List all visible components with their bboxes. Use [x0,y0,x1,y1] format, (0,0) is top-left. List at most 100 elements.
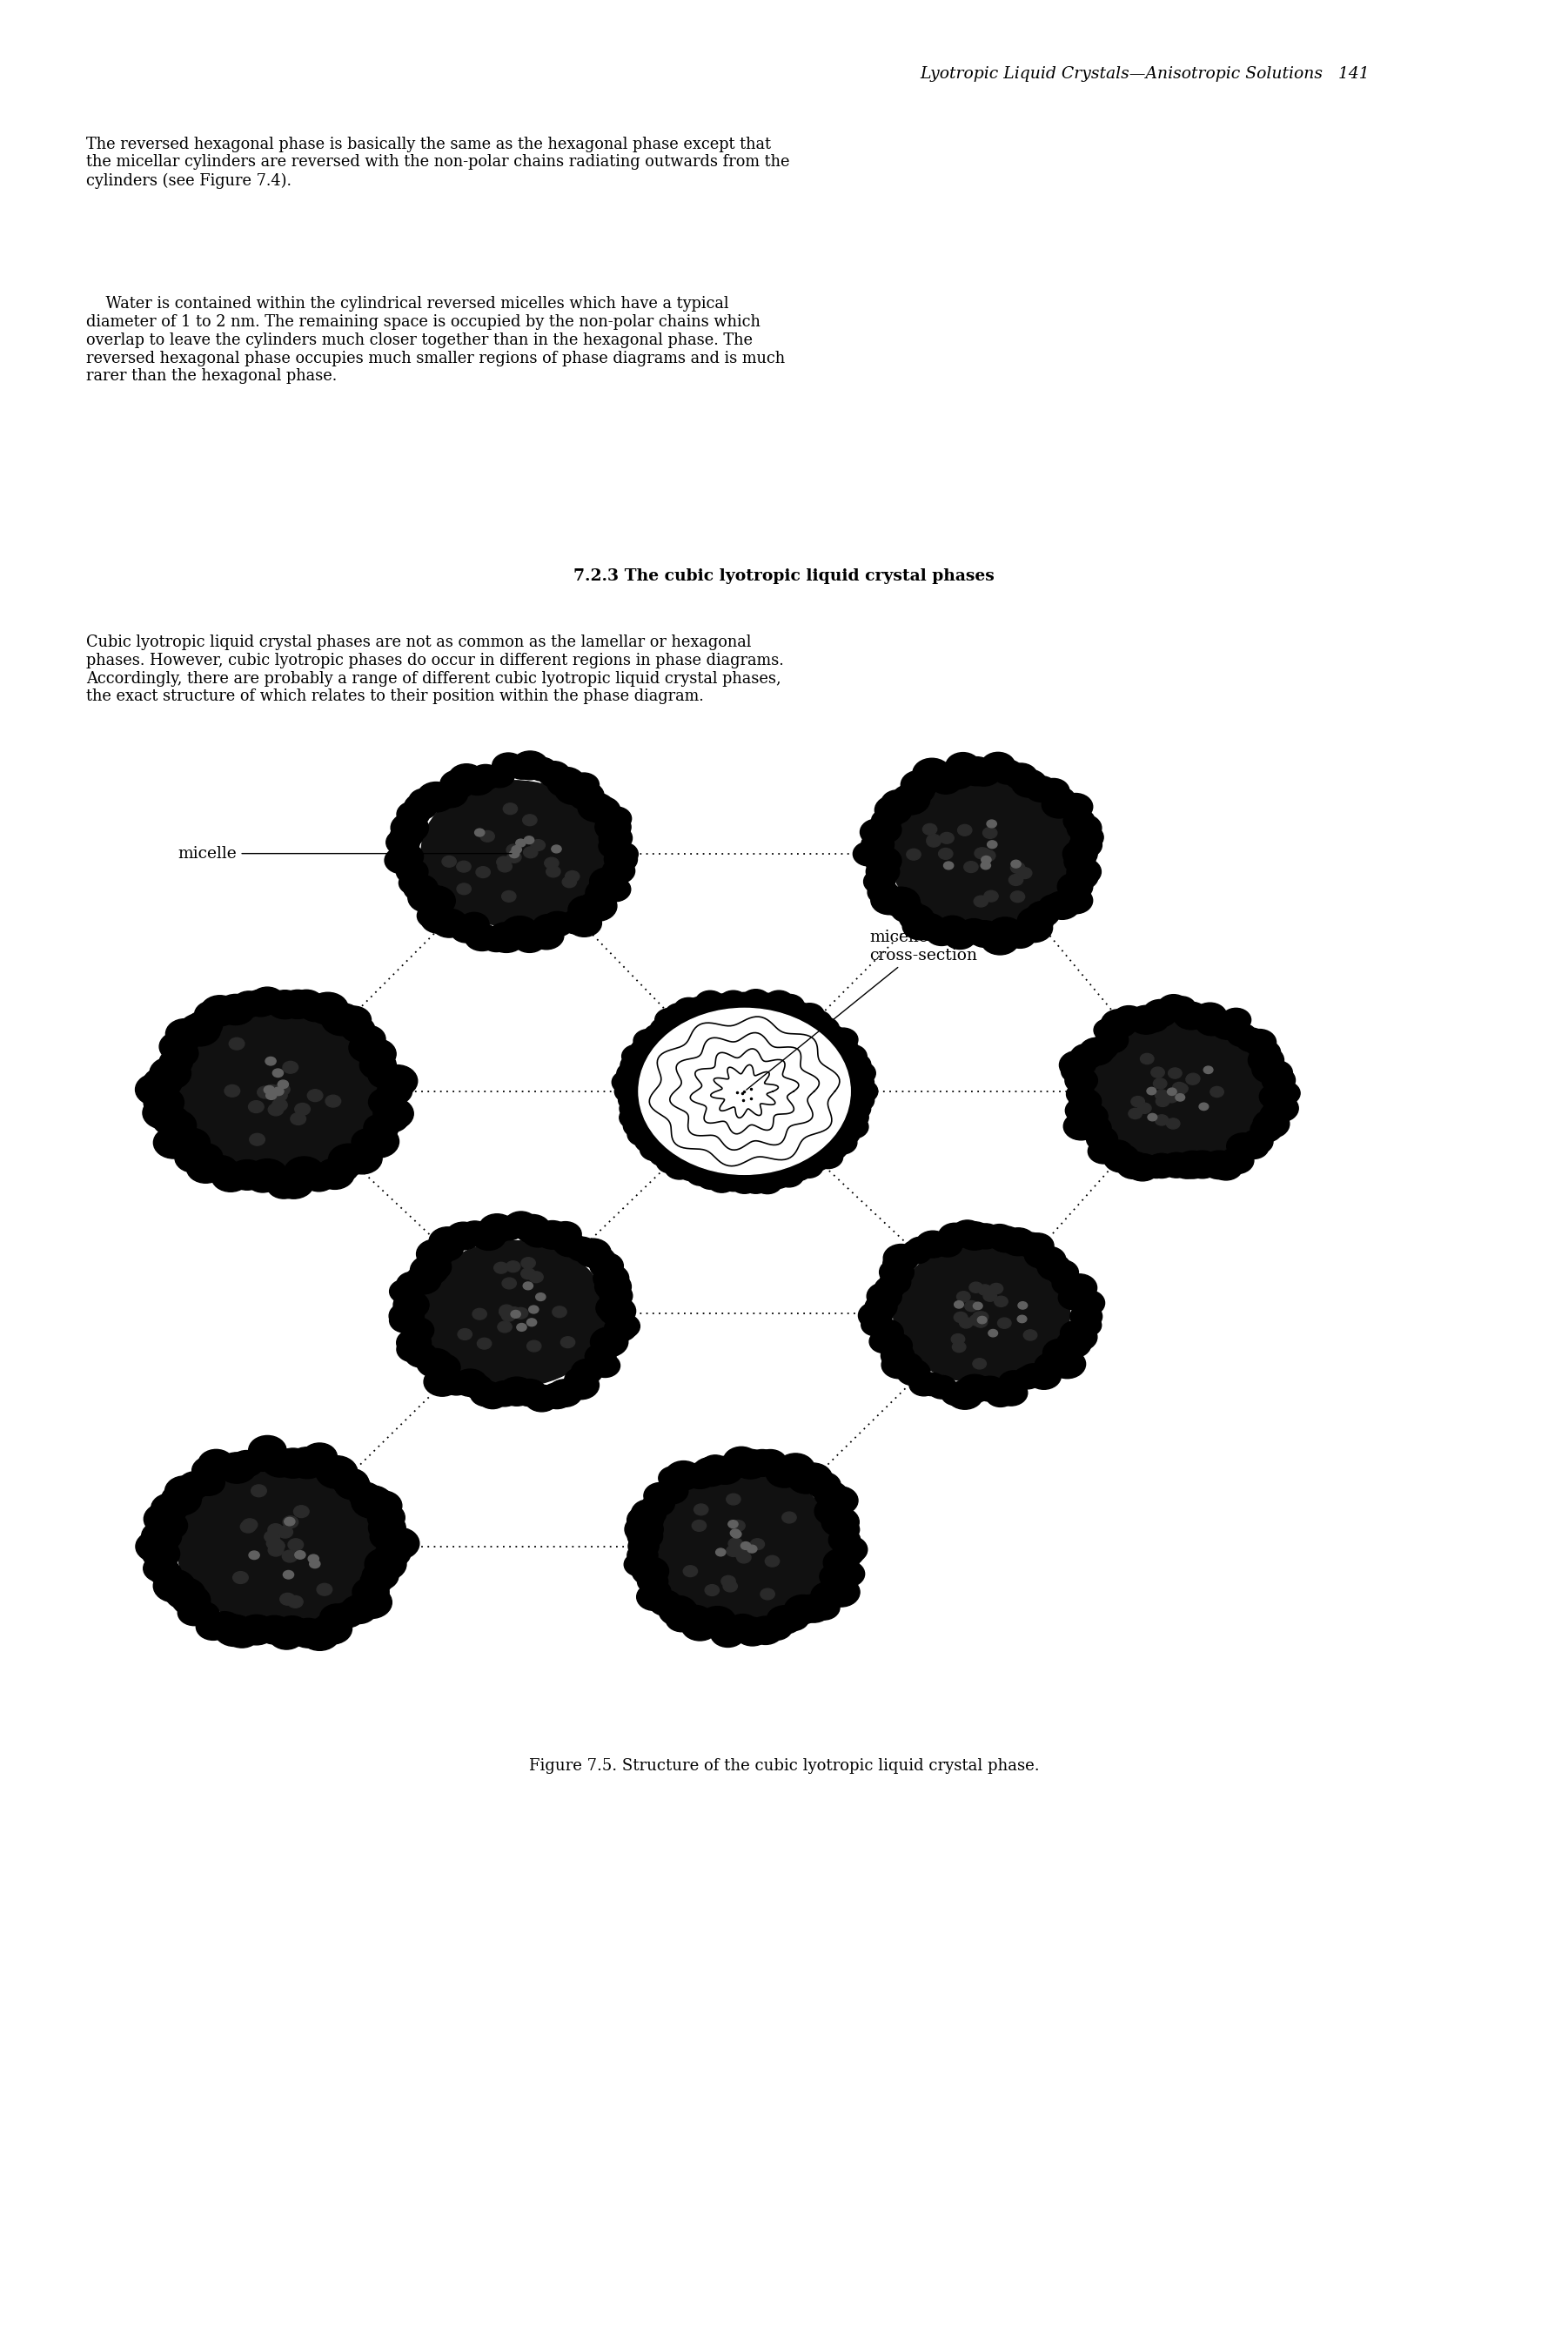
Circle shape [554,1231,585,1257]
Circle shape [1174,1152,1210,1180]
Circle shape [450,919,481,942]
Circle shape [249,1133,265,1144]
Circle shape [516,839,525,846]
Circle shape [986,820,997,827]
Circle shape [894,1246,1069,1382]
Circle shape [1038,895,1069,919]
Circle shape [599,825,632,851]
Circle shape [267,1090,276,1100]
Circle shape [1022,1234,1054,1260]
Circle shape [295,1551,306,1558]
Circle shape [135,1074,176,1104]
Circle shape [342,1015,375,1043]
Circle shape [956,1222,993,1250]
Circle shape [1027,900,1060,926]
Circle shape [566,1236,597,1262]
Circle shape [624,1114,652,1137]
Circle shape [875,794,913,825]
Circle shape [241,1518,257,1530]
Circle shape [707,1457,743,1485]
Circle shape [528,921,564,949]
Circle shape [1049,1349,1085,1379]
Circle shape [1073,1290,1105,1316]
Circle shape [627,1123,657,1147]
Circle shape [840,1053,870,1076]
Circle shape [982,851,996,860]
Circle shape [1096,1027,1129,1053]
Circle shape [977,1316,986,1323]
Circle shape [1174,1083,1189,1093]
Circle shape [619,1097,649,1121]
Circle shape [621,1053,651,1076]
Circle shape [326,1095,340,1107]
Circle shape [975,848,989,858]
Circle shape [729,992,759,1015]
Circle shape [840,1097,870,1121]
Circle shape [933,1234,963,1257]
Circle shape [527,1318,536,1325]
Circle shape [723,1582,737,1591]
Circle shape [983,827,997,839]
Circle shape [394,1290,430,1318]
Circle shape [969,1224,1002,1248]
Circle shape [351,1586,392,1619]
Circle shape [682,1612,718,1640]
Circle shape [568,895,605,924]
Circle shape [608,1314,640,1340]
Circle shape [513,926,546,952]
Circle shape [499,1377,535,1405]
Circle shape [793,1464,833,1492]
Circle shape [577,792,615,822]
Circle shape [1088,1140,1120,1163]
Circle shape [1239,1135,1269,1159]
Circle shape [365,1549,406,1582]
Circle shape [590,867,624,895]
Circle shape [602,806,632,830]
Circle shape [1052,1271,1083,1295]
Circle shape [731,1520,745,1532]
Circle shape [818,1137,848,1161]
Circle shape [417,902,448,928]
Circle shape [1251,1055,1287,1083]
Circle shape [480,830,494,841]
Circle shape [1116,1152,1151,1180]
Circle shape [513,1379,547,1405]
Circle shape [972,1358,986,1370]
Circle shape [1173,1156,1201,1180]
Circle shape [742,989,770,1013]
Circle shape [229,1039,245,1050]
Circle shape [958,825,972,837]
Circle shape [1173,1001,1209,1029]
Circle shape [547,1379,582,1408]
Circle shape [801,1147,831,1170]
Circle shape [441,1372,472,1396]
Circle shape [585,879,619,907]
Circle shape [983,1290,997,1302]
Circle shape [528,1307,538,1314]
Circle shape [274,1617,309,1643]
Circle shape [866,846,902,874]
Circle shape [348,1034,386,1062]
Circle shape [787,1464,825,1495]
Circle shape [1038,778,1069,804]
Circle shape [853,841,884,865]
Circle shape [503,804,517,815]
Circle shape [964,862,978,872]
Circle shape [637,1570,668,1593]
Circle shape [511,752,549,780]
Circle shape [143,1556,179,1582]
Circle shape [299,1619,340,1650]
Circle shape [632,1499,666,1528]
Circle shape [999,1370,1029,1394]
Circle shape [564,1368,596,1394]
Circle shape [417,1349,453,1377]
Circle shape [867,1283,902,1309]
Circle shape [1131,1097,1145,1107]
Circle shape [224,1619,260,1647]
Circle shape [903,912,938,940]
Circle shape [234,1572,248,1584]
Circle shape [1065,848,1096,874]
Circle shape [1057,1330,1091,1358]
Circle shape [983,1224,1014,1248]
Circle shape [784,1596,822,1624]
